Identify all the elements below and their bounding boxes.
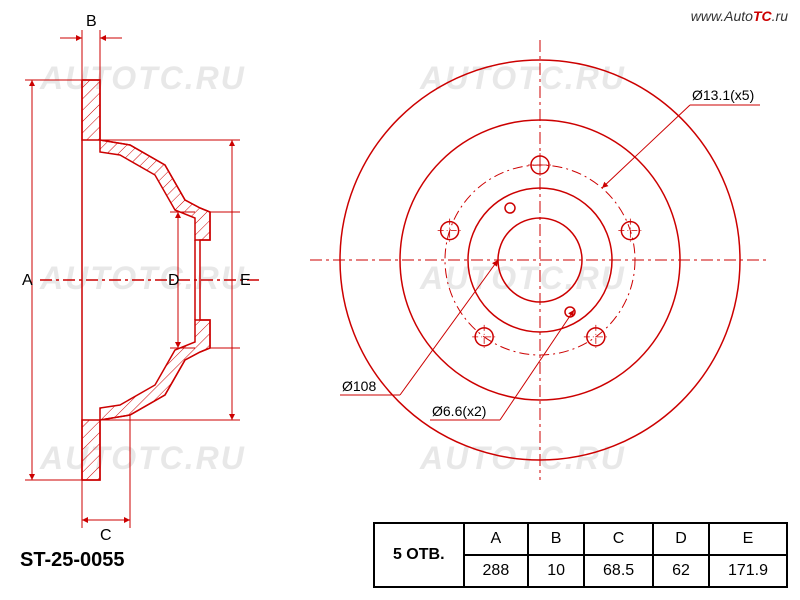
cross-section-dimensions — [25, 30, 240, 528]
svg-text:E: E — [240, 272, 251, 289]
svg-text:Ø108: Ø108 — [342, 378, 376, 394]
front-view — [310, 40, 770, 480]
svg-text:Ø6.6(x2): Ø6.6(x2) — [432, 403, 486, 419]
table-cell: 68.5 — [584, 555, 653, 587]
svg-text:C: C — [100, 527, 112, 544]
callout-text: Ø13.1(x5) Ø6.6(x2) Ø108 — [342, 87, 754, 419]
table-header: D — [653, 523, 709, 555]
table-cell: 171.9 — [709, 555, 787, 587]
part-number-label: ST-25-0055 — [20, 549, 125, 572]
table-header: A — [464, 523, 529, 555]
svg-text:D: D — [168, 272, 180, 289]
svg-text:A: A — [22, 272, 33, 289]
table-cell: 10 — [528, 555, 584, 587]
table-cell: 288 — [464, 555, 529, 587]
callout-leaders — [340, 105, 760, 420]
table-header: C — [584, 523, 653, 555]
technical-drawing: A B C D E Ø13.1(x5) Ø6.6(x2) Ø108 — [0, 0, 800, 600]
table-cell: 62 — [653, 555, 709, 587]
table-header: E — [709, 523, 787, 555]
dimension-table: 5 ОТВ. A B C D E 288 10 68.5 62 171.9 — [373, 522, 788, 588]
table-header: B — [528, 523, 584, 555]
svg-text:Ø13.1(x5): Ø13.1(x5) — [692, 87, 754, 103]
hole-count-cell: 5 ОТВ. — [374, 523, 464, 587]
svg-text:B: B — [86, 13, 97, 30]
cross-section-labels: A B C D E — [22, 13, 251, 544]
